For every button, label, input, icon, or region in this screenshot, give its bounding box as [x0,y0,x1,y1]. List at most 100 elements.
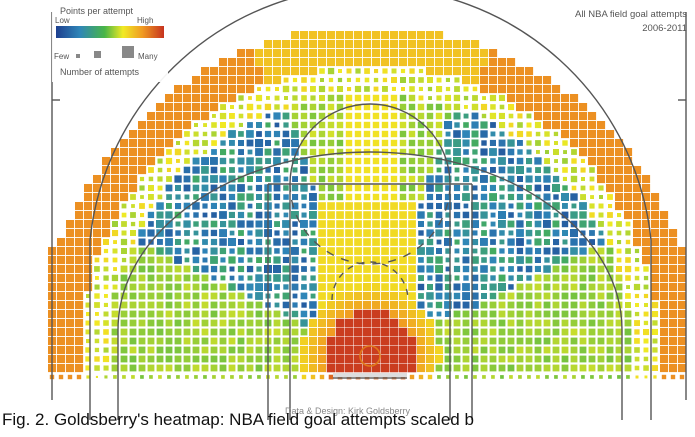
heatmap-cell [237,175,245,183]
heatmap-cell [400,68,406,74]
heatmap-cell [363,256,371,264]
heatmap-cell [418,77,424,83]
heatmap-cell [381,121,389,129]
heatmap-cell [453,364,461,372]
heatmap-cell [380,309,390,319]
heatmap-cell [390,49,399,58]
heatmap-cell [184,131,190,137]
heatmap-cell [291,202,299,210]
heatmap-cell [364,86,370,92]
heatmap-cell [633,193,642,202]
heatmap-cell [616,257,622,263]
heatmap-cell [615,166,624,175]
heatmap-cell [553,131,559,137]
heatmap-cell [293,375,297,379]
heatmap-cell [93,175,102,184]
heatmap-cell [354,292,363,301]
heatmap-cell [282,112,290,120]
heatmap-cell [597,130,606,139]
heatmap-cell [309,301,317,309]
heatmap-cell [498,76,507,85]
heatmap-cell [445,77,450,82]
heatmap-cell [246,67,255,76]
heatmap-cell [318,238,326,246]
heatmap-cell [292,230,298,236]
heatmap-cell [435,103,443,111]
heatmap-cell [444,238,452,246]
heatmap-cell [183,184,191,192]
heatmap-cell [552,175,560,183]
heatmap-cell [444,103,452,111]
heatmap-cell [552,355,560,363]
heatmap-cell [606,319,614,327]
heatmap-cell [635,258,640,263]
heatmap-cell [408,121,416,129]
heatmap-cell [345,40,354,49]
heatmap-cell [418,68,424,74]
heatmap-cell [345,229,353,237]
heatmap-cell [300,40,309,49]
heatmap-cell [300,310,308,318]
heatmap-cell [633,202,642,211]
heatmap-cell [417,166,425,174]
heatmap-cell [482,96,486,100]
heatmap-cell [445,221,451,227]
heatmap-cell [129,130,138,139]
heatmap-cell [597,247,605,255]
heatmap-cell [257,87,261,91]
heatmap-cell [390,202,398,210]
heatmap-cell [606,148,615,157]
heatmap-cell [201,229,209,237]
heatmap-cell [238,257,244,263]
heatmap-cell [382,374,388,380]
heatmap-cell [417,247,425,255]
heatmap-cell [471,328,479,336]
heatmap-cell [525,67,534,76]
heatmap-cell [283,176,289,182]
heatmap-cell [534,184,542,192]
heatmap-cell [255,220,263,228]
heatmap-cell [516,103,525,112]
heatmap-cell [562,239,568,245]
heatmap-cell [327,166,335,174]
heatmap-cell [247,239,253,245]
heatmap-cell [652,338,658,344]
heatmap-cell [318,58,327,67]
heatmap-cell [301,266,307,272]
heatmap-cell [291,184,299,192]
heatmap-cell [446,375,450,379]
heatmap-cell [499,122,506,129]
heatmap-cell [129,274,137,282]
heatmap-cell [417,58,426,67]
heatmap-cell [517,266,523,272]
heatmap-cell [75,292,84,301]
heatmap-cell [86,312,91,317]
heatmap-cell [165,157,173,165]
heatmap-cell [174,94,183,103]
heatmap-cell [138,346,146,354]
heatmap-cell [344,354,354,364]
heatmap-cell [301,203,307,209]
heatmap-cell [507,355,515,363]
heatmap-cell [183,310,191,318]
heatmap-cell [472,248,478,254]
heatmap-cell [228,85,237,94]
heatmap-cell [219,157,227,165]
heatmap-cell [597,274,605,282]
heatmap-cell [364,77,370,83]
heatmap-cell [362,327,372,337]
heatmap-cell [407,363,417,373]
heatmap-cell [355,77,361,83]
heatmap-cell [336,130,344,138]
heatmap-cell [480,85,489,94]
heatmap-cell [669,301,678,310]
heatmap-cell [237,301,245,309]
heatmap-cell [579,256,587,264]
heatmap-cell [255,58,264,67]
heatmap-cell [210,355,218,363]
heatmap-cell [588,292,596,300]
heatmap-cell [309,103,317,111]
heatmap-cell [273,49,282,58]
heatmap-cell [201,319,209,327]
heatmap-cell [120,166,129,175]
